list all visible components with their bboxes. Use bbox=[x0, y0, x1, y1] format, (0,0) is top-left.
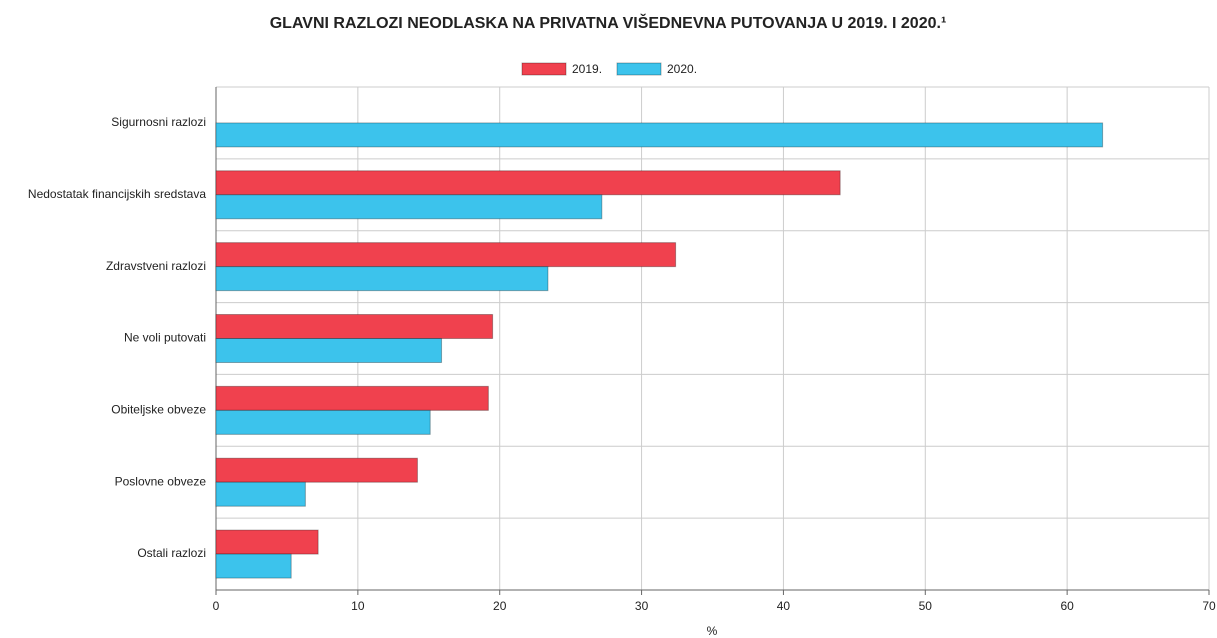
y-tick-label: Zdravstveni razlozi bbox=[106, 259, 206, 273]
y-tick-label: Ostali razlozi bbox=[137, 546, 206, 560]
y-tick-label: Ne voli putovati bbox=[124, 331, 206, 345]
bar bbox=[215, 314, 494, 339]
x-tick-label: 10 bbox=[351, 599, 365, 613]
bar bbox=[215, 457, 418, 483]
bar bbox=[215, 266, 549, 292]
x-tick-label: 60 bbox=[1060, 599, 1074, 613]
bar bbox=[215, 194, 603, 220]
legend-label: 2020. bbox=[667, 62, 697, 76]
x-tick-label: 20 bbox=[493, 599, 507, 613]
y-tick-label: Obiteljske obveze bbox=[111, 403, 206, 417]
x-tick-label: 0 bbox=[213, 599, 220, 613]
bar bbox=[215, 481, 306, 507]
bar bbox=[215, 553, 292, 579]
legend-label: 2019. bbox=[572, 62, 602, 76]
x-tick-label: 50 bbox=[919, 599, 933, 613]
y-tick-label: Poslovne obveze bbox=[115, 474, 207, 488]
bar bbox=[215, 338, 443, 363]
x-tick-label: 40 bbox=[777, 599, 791, 613]
x-axis-label: % bbox=[707, 624, 718, 638]
legend-swatch bbox=[616, 62, 662, 76]
y-tick-label: Sigurnosni razlozi bbox=[111, 115, 206, 129]
bar bbox=[215, 409, 431, 435]
bar bbox=[215, 529, 319, 555]
legend-swatch bbox=[521, 62, 567, 76]
bar bbox=[215, 242, 677, 268]
x-tick-label: 30 bbox=[635, 599, 649, 613]
x-tick-label: 70 bbox=[1202, 599, 1216, 613]
bar bbox=[215, 122, 1104, 148]
bar bbox=[215, 385, 489, 411]
y-tick-label: Nedostatak financijskih sredstava bbox=[28, 187, 206, 201]
bar bbox=[215, 170, 841, 196]
chart-title: GLAVNI RAZLOZI NEODLASKA NA PRIVATNA VIŠ… bbox=[270, 13, 947, 32]
